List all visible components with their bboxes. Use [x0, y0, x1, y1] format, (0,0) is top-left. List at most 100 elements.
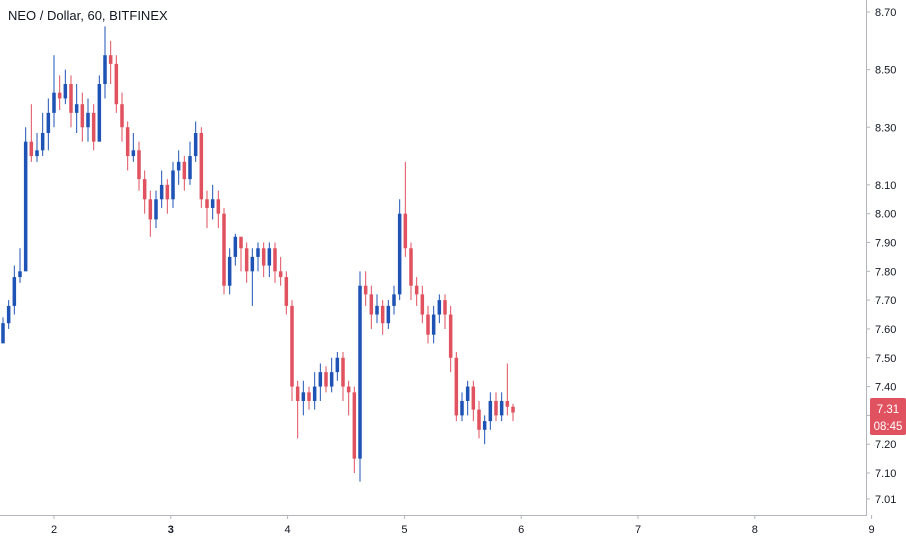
candle [335, 351, 340, 381]
candle-body [63, 84, 68, 99]
candle-body [397, 213, 402, 295]
candle-body [392, 294, 396, 306]
candle-body [18, 271, 22, 278]
candle [460, 392, 464, 422]
candle [97, 75, 102, 142]
candle [488, 392, 493, 430]
candle [120, 92, 124, 142]
candle [301, 380, 306, 416]
candle-body [159, 184, 164, 200]
candle [341, 351, 345, 401]
candle [35, 133, 39, 162]
candle-body [420, 294, 425, 315]
candle [369, 285, 374, 329]
candle-body [318, 372, 323, 387]
candle-body [267, 248, 272, 266]
candle [386, 300, 391, 329]
candle [171, 161, 175, 208]
candle-body [307, 392, 311, 401]
time-tick-label: 3 [168, 524, 174, 536]
candle-body [210, 199, 215, 208]
candle [199, 127, 204, 208]
candle [1, 317, 5, 344]
candle [159, 170, 164, 208]
candle-body [454, 357, 459, 416]
time-tick-label: 2 [51, 524, 57, 536]
candle [23, 127, 28, 272]
candle [29, 104, 34, 162]
candle-body [414, 285, 419, 295]
candle-body [352, 392, 357, 459]
bar-countdown: 08:45 [874, 421, 903, 433]
time-tick-label: 5 [401, 524, 407, 536]
candle-body [346, 386, 351, 393]
candle-body [358, 285, 362, 459]
candle [295, 380, 300, 439]
candle-body [380, 305, 385, 324]
candle [244, 242, 249, 283]
price-tick-label: 7.50 [875, 353, 896, 365]
candle-body [363, 285, 368, 295]
candle-body [6, 305, 11, 324]
candle-body [227, 256, 232, 286]
candle [307, 386, 311, 410]
candle-body [290, 305, 294, 387]
candle-body [12, 277, 17, 306]
candle-body [312, 386, 317, 401]
candle [482, 415, 487, 445]
candle [420, 285, 425, 324]
candle [103, 26, 107, 99]
candle-body [182, 161, 187, 180]
candle [216, 190, 221, 229]
candle-body [465, 386, 470, 401]
candle [193, 121, 198, 162]
candle [324, 366, 328, 393]
candle-body [205, 199, 209, 208]
candle-body [239, 236, 243, 249]
time-axis[interactable]: 2 3 4 5 6 7 8 9 [51, 515, 875, 536]
candle [142, 170, 147, 214]
candle-body [29, 141, 34, 157]
time-tick-label: 8 [752, 524, 758, 536]
candle [494, 392, 498, 422]
candle [505, 363, 510, 416]
candle [431, 305, 436, 344]
candle [448, 305, 453, 373]
candle [12, 265, 17, 315]
candle [125, 121, 130, 171]
candle [380, 300, 385, 335]
candle-body [35, 150, 39, 157]
candle [426, 305, 430, 344]
candle-body [443, 300, 447, 315]
candle [233, 233, 238, 266]
candle [409, 242, 413, 301]
candle [273, 242, 277, 283]
candle-body [295, 386, 300, 401]
candle-body [176, 161, 181, 171]
candle-body [448, 314, 453, 358]
candle-body [482, 421, 487, 430]
time-tick-label: 6 [518, 524, 524, 536]
candle-body [460, 400, 464, 416]
candle-body [91, 112, 96, 142]
candle-body [256, 248, 260, 257]
candle [6, 300, 11, 329]
candle [358, 271, 362, 482]
price-tick-label: 7.20 [875, 439, 896, 451]
candles-layer [1, 26, 515, 482]
candle [352, 386, 357, 473]
price-tick-label: 8.70 [875, 7, 896, 19]
price-tick-label: 7.60 [875, 324, 896, 336]
candle-body [125, 127, 130, 157]
candle [414, 277, 419, 306]
candle-body [335, 357, 340, 373]
price-tick-label: 8.00 [875, 209, 896, 221]
candle-body [188, 156, 192, 180]
candle [443, 294, 447, 329]
candle [148, 190, 153, 237]
candle [52, 55, 56, 128]
candle-body [329, 372, 334, 387]
candle [403, 161, 408, 257]
